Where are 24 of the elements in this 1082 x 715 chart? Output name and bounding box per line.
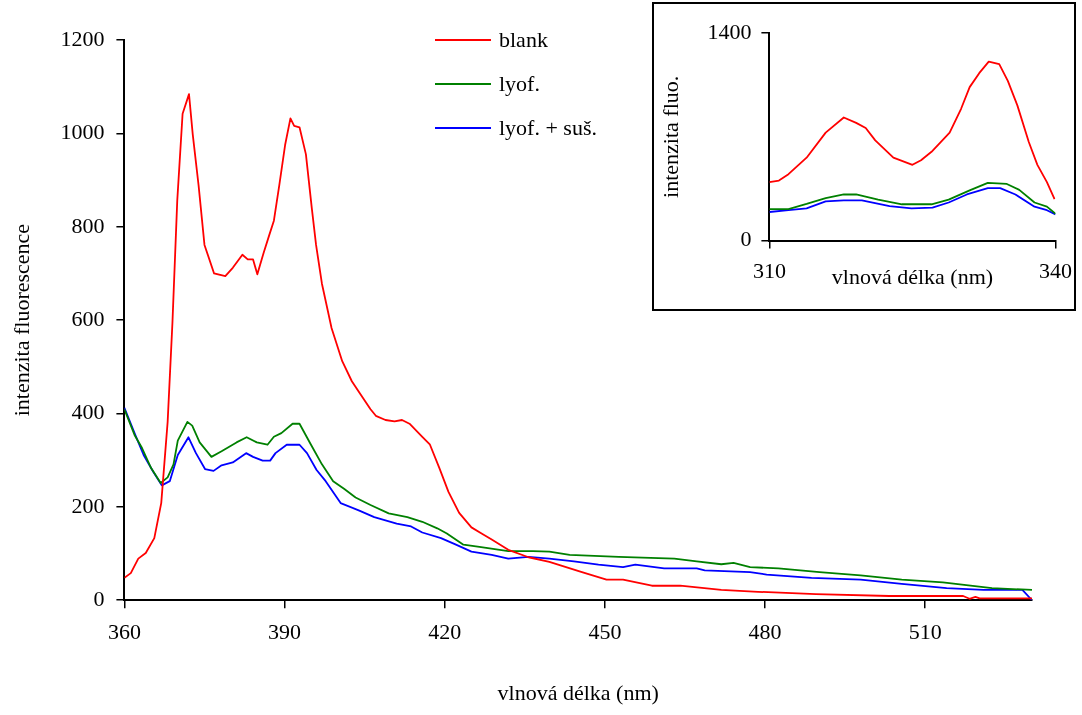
x-tick-label: 480 — [748, 619, 782, 645]
x-tick-label: 510 — [908, 619, 942, 645]
y-axis-title: intenzita fluorescence — [8, 223, 34, 417]
x-tick-label: 420 — [428, 619, 462, 645]
x-tick-label: 340 — [1039, 257, 1072, 283]
y-tick-label: 800 — [71, 212, 105, 238]
y-tick-label: 0 — [740, 226, 752, 252]
legend-label: blank — [499, 27, 548, 53]
y-tick-label: 1200 — [60, 25, 105, 51]
y-tick-label: 400 — [71, 399, 105, 425]
x-axis-title: vlnová délka (nm) — [831, 263, 994, 289]
y-axis-title: intenzita fluo. — [657, 75, 683, 198]
x-tick-label: 390 — [268, 619, 302, 645]
legend-label: lyof. — [499, 71, 540, 97]
x-tick-label: 310 — [752, 257, 786, 283]
y-tick-label: 1400 — [707, 18, 752, 44]
x-axis-title: vlnová délka (nm) — [497, 679, 659, 705]
y-tick-label: 1000 — [60, 119, 105, 145]
x-tick-label: 360 — [107, 619, 141, 645]
y-tick-label: 600 — [71, 305, 105, 331]
y-tick-label: 200 — [71, 492, 105, 518]
x-tick-label: 450 — [588, 619, 622, 645]
y-tick-label: 0 — [93, 585, 105, 611]
legend-label: lyof. + suš. — [499, 115, 597, 141]
